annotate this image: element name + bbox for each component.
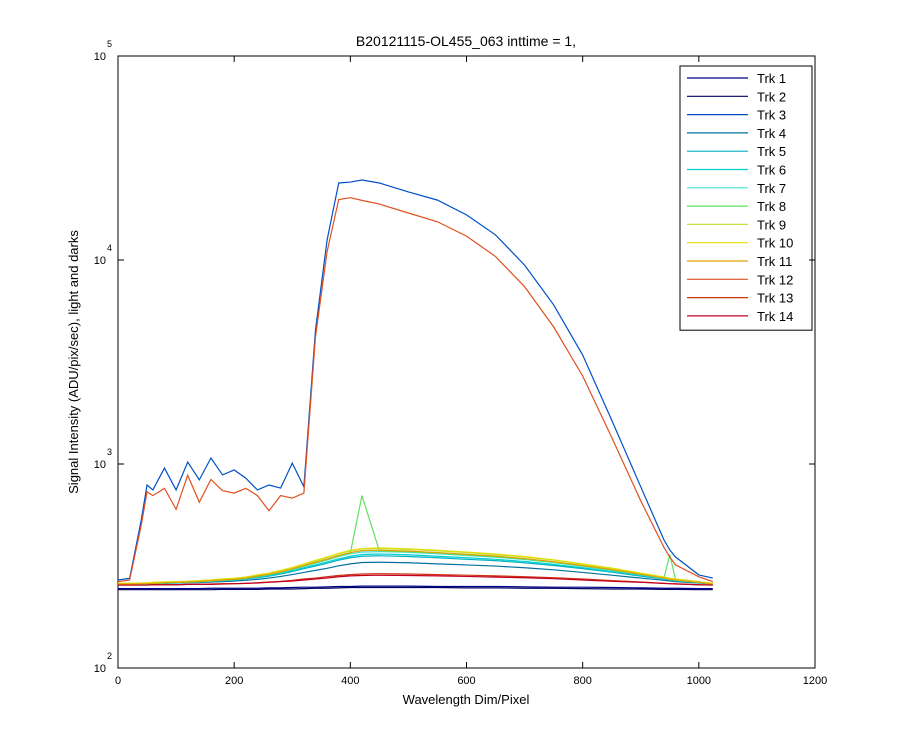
x-tick-label: 600 — [457, 675, 475, 687]
y-tick-exponent: 2 — [107, 651, 112, 661]
x-axis-label: Wavelength Dim/Pixel — [403, 692, 530, 707]
series-line — [117, 179, 713, 581]
y-tick-exponent: 3 — [107, 447, 112, 457]
chart-title: B20121115-OL455_063 inttime = 1, — [356, 33, 576, 49]
legend-label: Trk 3 — [757, 108, 786, 123]
y-tick-label: 10 — [94, 255, 106, 267]
series-line — [118, 586, 713, 591]
x-tick-label: 400 — [341, 675, 359, 687]
y-tick-label: 10 — [94, 459, 106, 471]
series-line — [117, 197, 713, 583]
legend-label: Trk 6 — [757, 163, 786, 178]
y-tick-label: 10 — [94, 663, 106, 675]
y-tick-label: 10 — [94, 51, 106, 63]
legend-label: Trk 13 — [757, 291, 793, 306]
legend-label: Trk 7 — [757, 181, 786, 196]
legend-label: Trk 1 — [757, 71, 786, 86]
x-tick-label: 0 — [115, 675, 121, 687]
legend-label: Trk 11 — [757, 254, 792, 269]
x-tick-label: 200 — [225, 675, 243, 687]
series-line — [118, 549, 713, 585]
legend-label: Trk 12 — [757, 272, 793, 287]
series-line — [118, 585, 713, 590]
legend-label: Trk 9 — [757, 217, 786, 232]
x-tick-label: 800 — [573, 675, 591, 687]
y-tick-exponent: 5 — [107, 39, 112, 49]
series-line — [118, 574, 713, 586]
legend-label: Trk 4 — [757, 126, 786, 141]
legend-label: Trk 14 — [757, 309, 793, 324]
x-tick-label: 1000 — [687, 675, 711, 687]
lines — [117, 179, 713, 591]
legend-label: Trk 8 — [757, 199, 786, 214]
x-tick-label: 1200 — [803, 675, 827, 687]
legend-label: Trk 10 — [757, 236, 793, 251]
y-tick-exponent: 4 — [107, 243, 112, 253]
legend-label: Trk 2 — [757, 89, 786, 104]
legend: Trk 1 Trk 2 Trk 3 Trk 4 Trk 5 Trk 6 Trk 7 Trk 8… — [679, 65, 813, 331]
series-line — [118, 547, 713, 584]
legend-box — [679, 65, 813, 331]
legend-label: Trk 5 — [757, 144, 786, 159]
y-axis-label: Signal Intensity (ADU/pix/sec), light an… — [66, 230, 81, 494]
